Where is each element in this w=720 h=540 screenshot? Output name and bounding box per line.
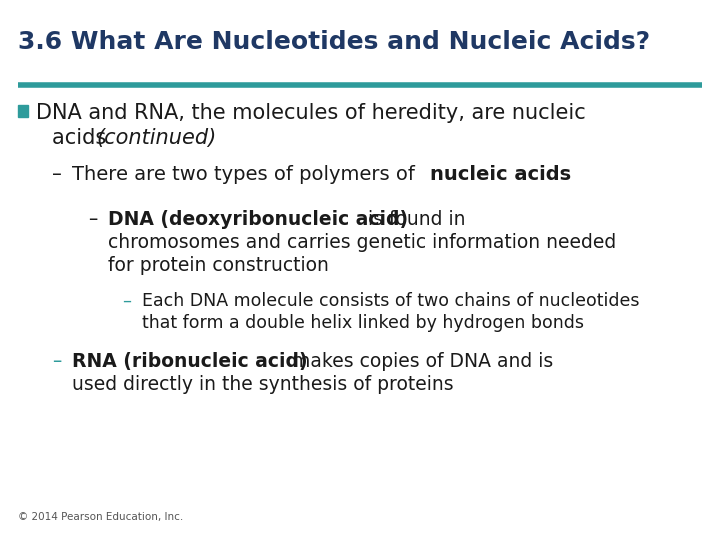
Text: for protein construction: for protein construction [108, 256, 329, 275]
Text: acids: acids [52, 128, 113, 148]
Text: DNA and RNA, the molecules of heredity, are nucleic: DNA and RNA, the molecules of heredity, … [36, 103, 586, 123]
Text: that form a double helix linked by hydrogen bonds: that form a double helix linked by hydro… [142, 314, 584, 332]
Text: There are two types of polymers of: There are two types of polymers of [72, 165, 421, 184]
Text: makes copies of DNA and is: makes copies of DNA and is [286, 352, 553, 371]
Text: DNA (deoxyribonucleic acid): DNA (deoxyribonucleic acid) [108, 210, 408, 229]
Text: –: – [88, 210, 97, 229]
Text: nucleic acids: nucleic acids [430, 165, 571, 184]
Text: –: – [52, 352, 61, 371]
Bar [18, 105, 28, 117]
Text: © 2014 Pearson Education, Inc.: © 2014 Pearson Education, Inc. [18, 512, 184, 522]
Text: chromosomes and carries genetic information needed: chromosomes and carries genetic informat… [108, 233, 616, 252]
Text: –: – [122, 292, 131, 310]
Text: is found in: is found in [362, 210, 466, 229]
Text: (continued): (continued) [96, 128, 216, 148]
Text: 3.6 What Are Nucleotides and Nucleic Acids?: 3.6 What Are Nucleotides and Nucleic Aci… [18, 30, 650, 54]
Text: RNA (ribonucleic acid): RNA (ribonucleic acid) [72, 352, 307, 371]
Text: used directly in the synthesis of proteins: used directly in the synthesis of protei… [72, 375, 454, 394]
Text: –: – [52, 165, 62, 184]
Text: Each DNA molecule consists of two chains of nucleotides: Each DNA molecule consists of two chains… [142, 292, 639, 310]
